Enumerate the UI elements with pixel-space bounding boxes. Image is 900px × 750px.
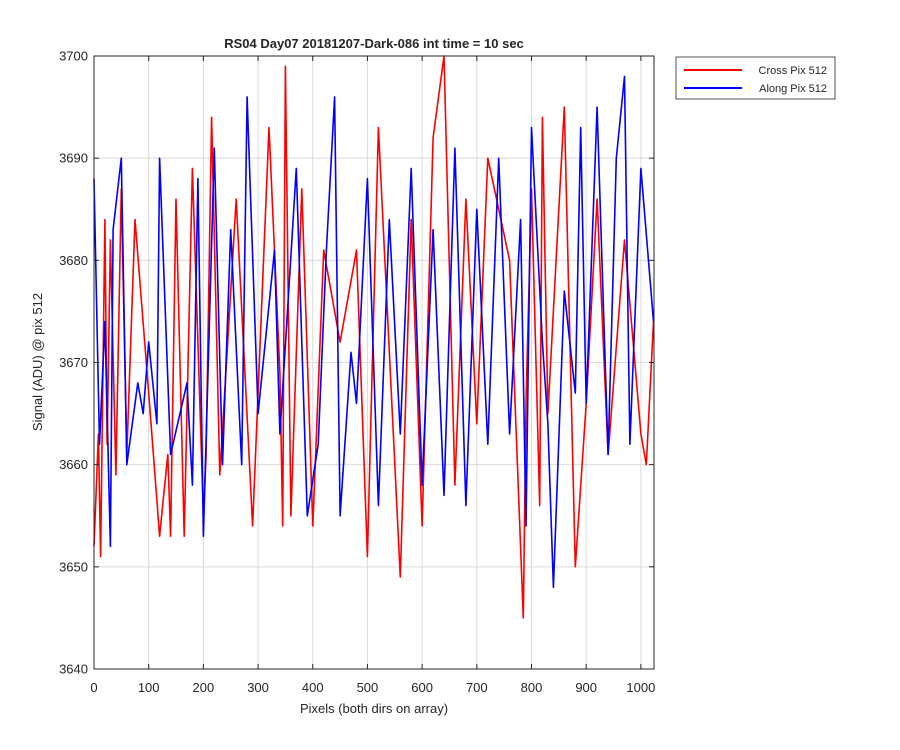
y-tick-label: 3650 [59,559,88,574]
x-tick-label: 0 [90,680,97,695]
chart-title: RS04 Day07 20181207-Dark-086 int time = … [224,36,524,51]
x-tick-label: 200 [193,680,215,695]
x-tick-label: 100 [138,680,160,695]
x-tick-label: 700 [466,680,488,695]
y-axis-label: Signal (ADU) @ pix 512 [30,293,45,431]
axes-group: 0 100 200 300 400 500 600 700 800 900 1000 3640 3650… [59,49,655,696]
y-tick-label: 3660 [59,457,88,472]
series-group [93,55,655,619]
x-tick-label: 800 [521,680,543,695]
x-axis-label: Pixels (both dirs on array) [300,701,448,716]
series-line [93,75,655,589]
y-tick-label: 3680 [59,253,88,268]
y-tick-label: 3690 [59,151,88,166]
legend-label-cross: Cross Pix 512 [759,65,827,77]
y-tick-label: 3640 [59,662,88,677]
x-tick-label: 300 [247,680,269,695]
y-tick-label: 3670 [59,355,88,370]
legend-box [675,56,836,100]
legend-label-along: Along Pix 512 [759,83,827,95]
x-tick-label: 500 [357,680,379,695]
x-tick-label: 600 [411,680,433,695]
legend: Cross Pix 512 Along Pix 512 [675,56,836,100]
x-tick-label: 400 [302,680,324,695]
series-along-pix-512 [93,75,655,589]
x-tick-label: 900 [575,680,597,695]
x-tick-label: 1000 [626,680,655,695]
y-tick-label: 3700 [59,49,88,64]
